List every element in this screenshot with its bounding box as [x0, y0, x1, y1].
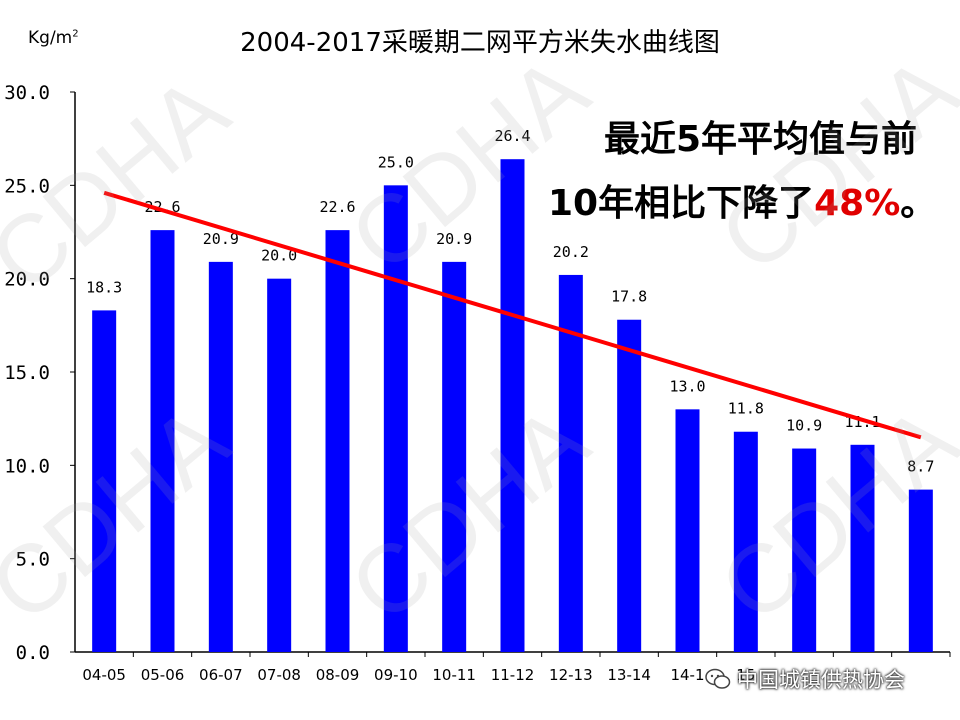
data-label: 11.8	[728, 400, 764, 418]
data-label: 8.7	[907, 458, 934, 476]
x-tick-label: 05-06	[141, 666, 185, 684]
callout-annotation: 最近5年平均值与前 10年相比下降了48%。	[548, 108, 936, 236]
wechat-icon	[705, 668, 731, 689]
x-tick-label: 09-10	[374, 666, 418, 684]
bar	[733, 431, 758, 652]
source-footer: 中国城镇供热协会	[705, 662, 905, 696]
bar	[442, 261, 467, 652]
bar	[500, 159, 525, 652]
x-tick-label: 08-09	[316, 666, 360, 684]
data-label: 20.0	[261, 247, 297, 265]
data-label: 22.6	[319, 198, 355, 216]
x-tick-label: 12-13	[549, 666, 593, 684]
bar	[208, 261, 233, 652]
data-label: 20.9	[203, 230, 239, 248]
bar	[908, 489, 933, 652]
x-tick-label: 11-12	[491, 666, 535, 684]
data-label: 25.0	[378, 153, 414, 171]
bar	[383, 185, 408, 653]
x-tick-label: 10-11	[432, 666, 476, 684]
footer-source-text: 中国城镇供热协会	[737, 668, 905, 692]
bar	[267, 278, 292, 652]
callout-line-2: 10年相比下降了48%。	[548, 172, 936, 236]
data-label: 18.3	[86, 278, 122, 296]
x-tick-label: 14-1	[670, 666, 704, 684]
y-tick-label: 30.0	[4, 82, 50, 104]
x-tick-label: 06-07	[199, 666, 243, 684]
callout-line-1: 最近5年平均值与前	[604, 119, 918, 160]
data-label: 13.0	[669, 377, 705, 395]
x-tick-label: 15	[736, 666, 755, 684]
bar	[850, 444, 875, 652]
y-tick-label: 0.0	[16, 642, 50, 664]
unit-superscript: 2	[72, 28, 79, 40]
y-tick-label: 15.0	[4, 362, 50, 384]
y-tick-label: 20.0	[4, 269, 50, 291]
callout-highlight: 48%	[814, 183, 901, 224]
bar	[617, 319, 642, 652]
data-label: 26.4	[494, 127, 530, 145]
data-label: 20.2	[553, 243, 589, 261]
y-tick-label: 5.0	[16, 549, 50, 571]
bar	[558, 274, 583, 652]
x-tick-label: 07-08	[257, 666, 301, 684]
chart-title: 2004-2017采暖期二网平方米失水曲线图	[240, 28, 720, 58]
data-label: 20.9	[436, 230, 472, 248]
unit-base: Kg/m	[28, 28, 73, 48]
bar	[792, 448, 817, 652]
bar	[325, 230, 350, 652]
data-label: 10.9	[786, 417, 822, 435]
trend-line	[103, 190, 922, 440]
y-tick-label: 25.0	[4, 175, 50, 197]
callout-prefix: 10年相比下降了	[548, 183, 815, 224]
data-label: 17.8	[611, 288, 647, 306]
y-axis-unit: Kg/m2	[28, 28, 79, 48]
x-tick-label: 04-05	[82, 666, 126, 684]
x-tick-label: 13-14	[607, 666, 651, 684]
bar	[675, 409, 700, 652]
callout-suffix: 。	[900, 183, 937, 224]
bar	[150, 230, 175, 652]
y-tick-label: 10.0	[4, 455, 50, 477]
bar	[92, 310, 117, 652]
